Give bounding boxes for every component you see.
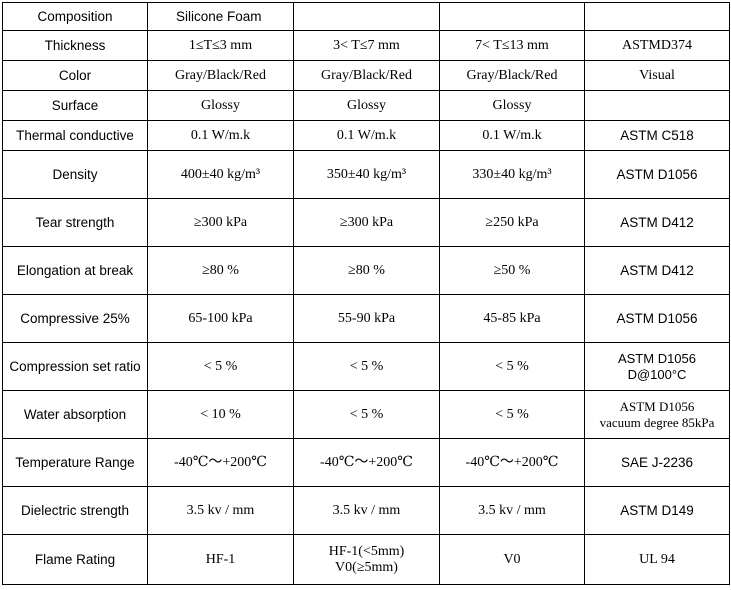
value-cell: ≥80 % [293, 246, 440, 295]
table-row: Dielectric strength 3.5 kv / mm 3.5 kv /… [2, 486, 730, 535]
value-cell: 400±40 kg/m³ [147, 150, 294, 199]
value-cell: 1≤T≤3 mm [147, 30, 294, 61]
property-label: Compressive 25% [2, 294, 148, 343]
header-empty-cell [439, 2, 585, 31]
value-cell: Gray/Black/Red [147, 60, 294, 91]
test-method-line: D@100°C [627, 366, 687, 382]
value-cell: 3.5 kv / mm [293, 486, 440, 535]
test-method: Visual [584, 60, 730, 91]
property-label: Density [2, 150, 148, 199]
property-label: Dielectric strength [2, 486, 148, 535]
value-cell: 45-85 kPa [439, 294, 585, 343]
property-label: Color [2, 60, 148, 91]
value-cell: < 5 % [439, 342, 585, 391]
test-method: SAE J-2236 [584, 438, 730, 487]
property-label: Flame Rating [2, 534, 148, 585]
table-row: Thermal conductive 0.1 W/m.k 0.1 W/m.k 0… [2, 120, 730, 151]
value-cell: 3< T≤7 mm [293, 30, 440, 61]
value-cell: HF-1(<5mm) V0(≥5mm) [293, 534, 440, 585]
value-cell: -40℃～+200℃ [293, 438, 440, 487]
table-row: Flame Rating HF-1 HF-1(<5mm) V0(≥5mm) V0… [2, 534, 730, 585]
value-cell: Glossy [147, 90, 294, 121]
value-cell: ≥300 kPa [293, 198, 440, 247]
value-cell: Gray/Black/Red [293, 60, 440, 91]
table-row: Tear strength ≥300 kPa ≥300 kPa ≥250 kPa… [2, 198, 730, 247]
value-cell: ≥250 kPa [439, 198, 585, 247]
value-cell: -40℃～+200℃ [147, 438, 294, 487]
value-cell: 330±40 kg/m³ [439, 150, 585, 199]
test-method-line: ASTM D1056 [617, 350, 697, 366]
test-method: ASTM D1056 [584, 150, 730, 199]
table-row: Thickness 1≤T≤3 mm 3< T≤7 mm 7< T≤13 mm … [2, 30, 730, 61]
value-cell: < 5 % [293, 390, 440, 439]
value-cell: 3.5 kv / mm [439, 486, 585, 535]
header-material: Silicone Foam [147, 2, 294, 31]
test-method: ASTM D149 [584, 486, 730, 535]
table-row: Elongation at break ≥80 % ≥80 % ≥50 % AS… [2, 246, 730, 295]
value-cell: 350±40 kg/m³ [293, 150, 440, 199]
value-cell: ≥80 % [147, 246, 294, 295]
property-label: Surface [2, 90, 148, 121]
table-row: Surface Glossy Glossy Glossy [2, 90, 730, 121]
property-label: Compression set ratio [2, 342, 148, 391]
property-label: Elongation at break [2, 246, 148, 295]
test-method: ASTM D1056 [584, 294, 730, 343]
value-cell: Glossy [293, 90, 440, 121]
value-cell: 65-100 kPa [147, 294, 294, 343]
test-method: ASTM C518 [584, 120, 730, 151]
test-method: ASTM D412 [584, 246, 730, 295]
value-cell: 3.5 kv / mm [147, 486, 294, 535]
value-cell: < 5 % [293, 342, 440, 391]
property-label: Temperature Range [2, 438, 148, 487]
table-row: Compression set ratio < 5 % < 5 % < 5 % … [2, 342, 730, 391]
header-label: Composition [2, 2, 148, 31]
property-label: Thermal conductive [2, 120, 148, 151]
test-method: ASTM D412 [584, 198, 730, 247]
test-method-line: ASTM D1056 [619, 398, 695, 414]
value-cell: 7< T≤13 mm [439, 30, 585, 61]
table-row: Water absorption < 10 % < 5 % < 5 % ASTM… [2, 390, 730, 439]
table-row: Compressive 25% 65-100 kPa 55-90 kPa 45-… [2, 294, 730, 343]
value-cell: < 5 % [147, 342, 294, 391]
value-cell: < 10 % [147, 390, 294, 439]
table-row: Color Gray/Black/Red Gray/Black/Red Gray… [2, 60, 730, 91]
value-line: HF-1(<5mm) [328, 543, 405, 559]
value-cell: ≥50 % [439, 246, 585, 295]
test-method: ASTM D1056 D@100°C [584, 342, 730, 391]
table-row: Temperature Range -40℃～+200℃ -40℃～+200℃ … [2, 438, 730, 487]
value-cell: 0.1 W/m.k [439, 120, 585, 151]
value-cell: HF-1 [147, 534, 294, 585]
test-method [584, 90, 730, 121]
value-line: V0(≥5mm) [335, 559, 398, 575]
property-label: Tear strength [2, 198, 148, 247]
table-row: Density 400±40 kg/m³ 350±40 kg/m³ 330±40… [2, 150, 730, 199]
header-row: Composition Silicone Foam [2, 2, 730, 31]
header-empty-cell [293, 2, 440, 31]
test-method: ASTMD374 [584, 30, 730, 61]
property-label: Water absorption [2, 390, 148, 439]
test-method: ASTM D1056 vacuum degree 85kPa [584, 390, 730, 439]
header-empty-cell [584, 2, 730, 31]
value-cell: -40℃～+200℃ [439, 438, 585, 487]
value-cell: 55-90 kPa [293, 294, 440, 343]
test-method: UL 94 [584, 534, 730, 585]
test-method-line: vacuum degree 85kPa [599, 414, 715, 430]
value-cell: Glossy [439, 90, 585, 121]
value-cell: Gray/Black/Red [439, 60, 585, 91]
value-cell: V0 [439, 534, 585, 585]
value-cell: ≥300 kPa [147, 198, 294, 247]
value-cell: 0.1 W/m.k [293, 120, 440, 151]
property-label: Thickness [2, 30, 148, 61]
value-cell: 0.1 W/m.k [147, 120, 294, 151]
value-cell: < 5 % [439, 390, 585, 439]
